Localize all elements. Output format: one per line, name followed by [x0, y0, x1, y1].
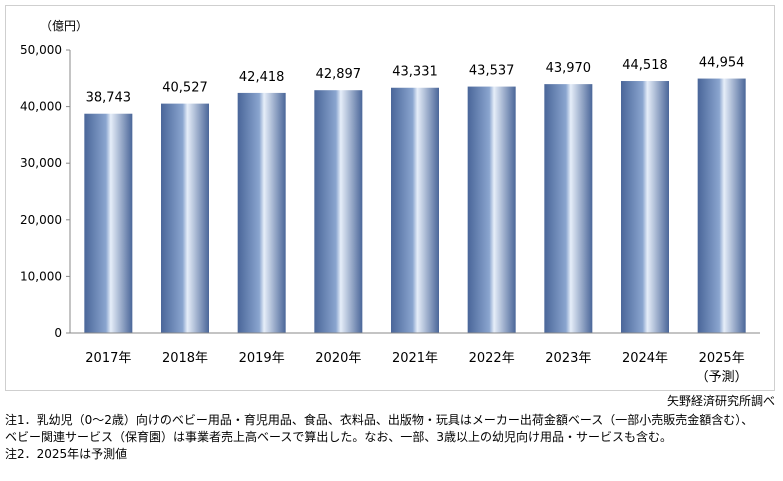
x-axis-labels: 2017年 2018年 2019年 2020年 2021年 2022年 2023年 2024年…	[85, 351, 747, 385]
value-labels: 38,743 40,527 42,418 42,897 43,331 43,537 43,9…	[86, 56, 745, 106]
value-label: 44,518	[622, 58, 668, 73]
value-label: 42,418	[239, 70, 285, 85]
x-tick-label: 2025年	[699, 351, 745, 366]
value-label: 44,954	[699, 56, 745, 71]
x-tick-sublabel: （予測）	[696, 370, 748, 385]
chart-frame: （億円） 0 10,000 20,000 30,000 40,000 50,000 38,…	[5, 5, 775, 391]
x-tick-label: 2023年	[545, 351, 591, 366]
value-label: 43,970	[546, 61, 592, 76]
x-tick-label: 2019年	[239, 351, 285, 366]
y-tick-label: 30,000	[20, 156, 62, 170]
note-line-2: ベビー関連サービス（保育園）は事業者売上高ベースで算出した。なお、一部、3歳以上…	[5, 430, 673, 444]
y-axis-unit-label: （億円）	[40, 19, 88, 33]
value-label: 42,897	[316, 67, 362, 82]
value-label: 43,537	[469, 64, 515, 79]
x-tick-label: 2024年	[622, 351, 668, 366]
value-label: 38,743	[86, 91, 132, 106]
note-line-3: 注2．2025年は予測値	[5, 447, 128, 461]
note-line-1: 注1．乳幼児（0～2歳）向けのベビー用品・育児用品、食品、衣料品、出版物・玩具は…	[5, 413, 754, 427]
source-credit: 矢野経済研究所調べ	[666, 394, 775, 408]
y-tick-label: 50,000	[20, 43, 62, 57]
bar-2025年	[697, 78, 746, 333]
bar-2020年	[314, 90, 363, 334]
bar-2019年	[237, 92, 286, 333]
x-tick-label: 2022年	[469, 351, 515, 366]
bar-2018年	[161, 103, 209, 333]
y-axis-ticks: 0 10,000 20,000 30,000 40,000 50,000	[20, 43, 70, 340]
bar-2017年	[84, 113, 133, 333]
bar-2023年	[544, 84, 593, 334]
y-tick-label: 20,000	[20, 213, 62, 227]
y-tick-label: 0	[54, 326, 62, 340]
x-tick-label: 2018年	[162, 351, 208, 366]
x-tick-label: 2017年	[85, 351, 131, 366]
bars	[84, 78, 746, 334]
notes: 注1．乳幼児（0～2歳）向けのベビー用品・育児用品、食品、衣料品、出版物・玩具は…	[5, 412, 780, 463]
bar-chart: （億円） 0 10,000 20,000 30,000 40,000 50,000 38,…	[20, 19, 760, 385]
value-label: 40,527	[162, 81, 208, 96]
y-tick-label: 40,000	[20, 100, 62, 114]
bar-2024年	[621, 81, 669, 333]
x-tick-label: 2021年	[392, 351, 438, 366]
x-tick-label: 2020年	[315, 351, 361, 366]
bar-2021年	[391, 87, 439, 333]
value-label: 43,331	[392, 65, 438, 80]
bar-2022年	[467, 86, 516, 333]
y-tick-label: 10,000	[20, 269, 62, 283]
